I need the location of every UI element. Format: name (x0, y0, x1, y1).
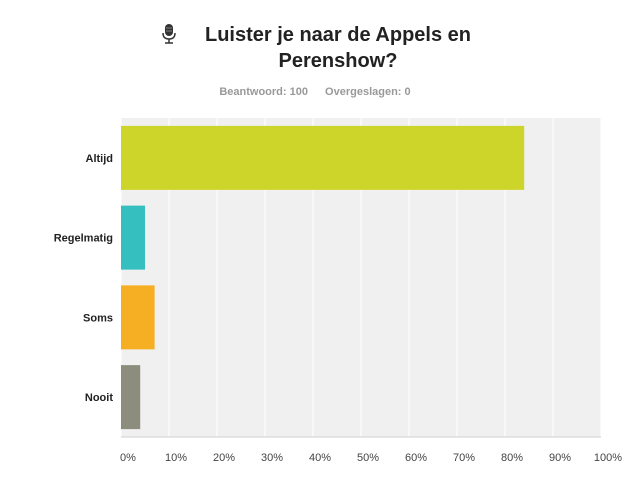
bar-nooit (121, 365, 141, 430)
x-tick-label: 40% (309, 452, 331, 464)
x-tick-label: 0% (120, 452, 136, 464)
response-stats: Beantwoord: 100 Overgeslagen: 0 (0, 86, 630, 98)
category-label: Regelmatig (54, 233, 113, 245)
bar-regelmatig (121, 205, 145, 270)
answered-count: Beantwoord: 100 (219, 86, 308, 98)
x-tick-label: 30% (261, 452, 283, 464)
x-tick-label: 90% (549, 452, 571, 464)
bar-altijd (121, 125, 525, 190)
x-tick-label: 100% (594, 452, 622, 464)
x-tick-label: 60% (405, 452, 427, 464)
category-label: Altijd (86, 153, 114, 165)
microphone-icon (158, 22, 180, 48)
skipped-count: Overgeslagen: 0 (325, 86, 411, 98)
chart-title-text: Luister je naar de Appels en Perenshow? (204, 24, 471, 72)
x-tick-label: 80% (501, 452, 523, 464)
x-tick-label: 70% (453, 452, 475, 464)
bar-soms (121, 285, 155, 350)
x-tick-label: 20% (213, 452, 235, 464)
category-label: Soms (83, 312, 113, 324)
x-tick-label: 10% (165, 452, 187, 464)
category-label: Nooit (85, 392, 113, 404)
x-tick-label: 50% (357, 452, 379, 464)
chart-title: Luister je naar de Appels en Perenshow? (150, 22, 490, 74)
